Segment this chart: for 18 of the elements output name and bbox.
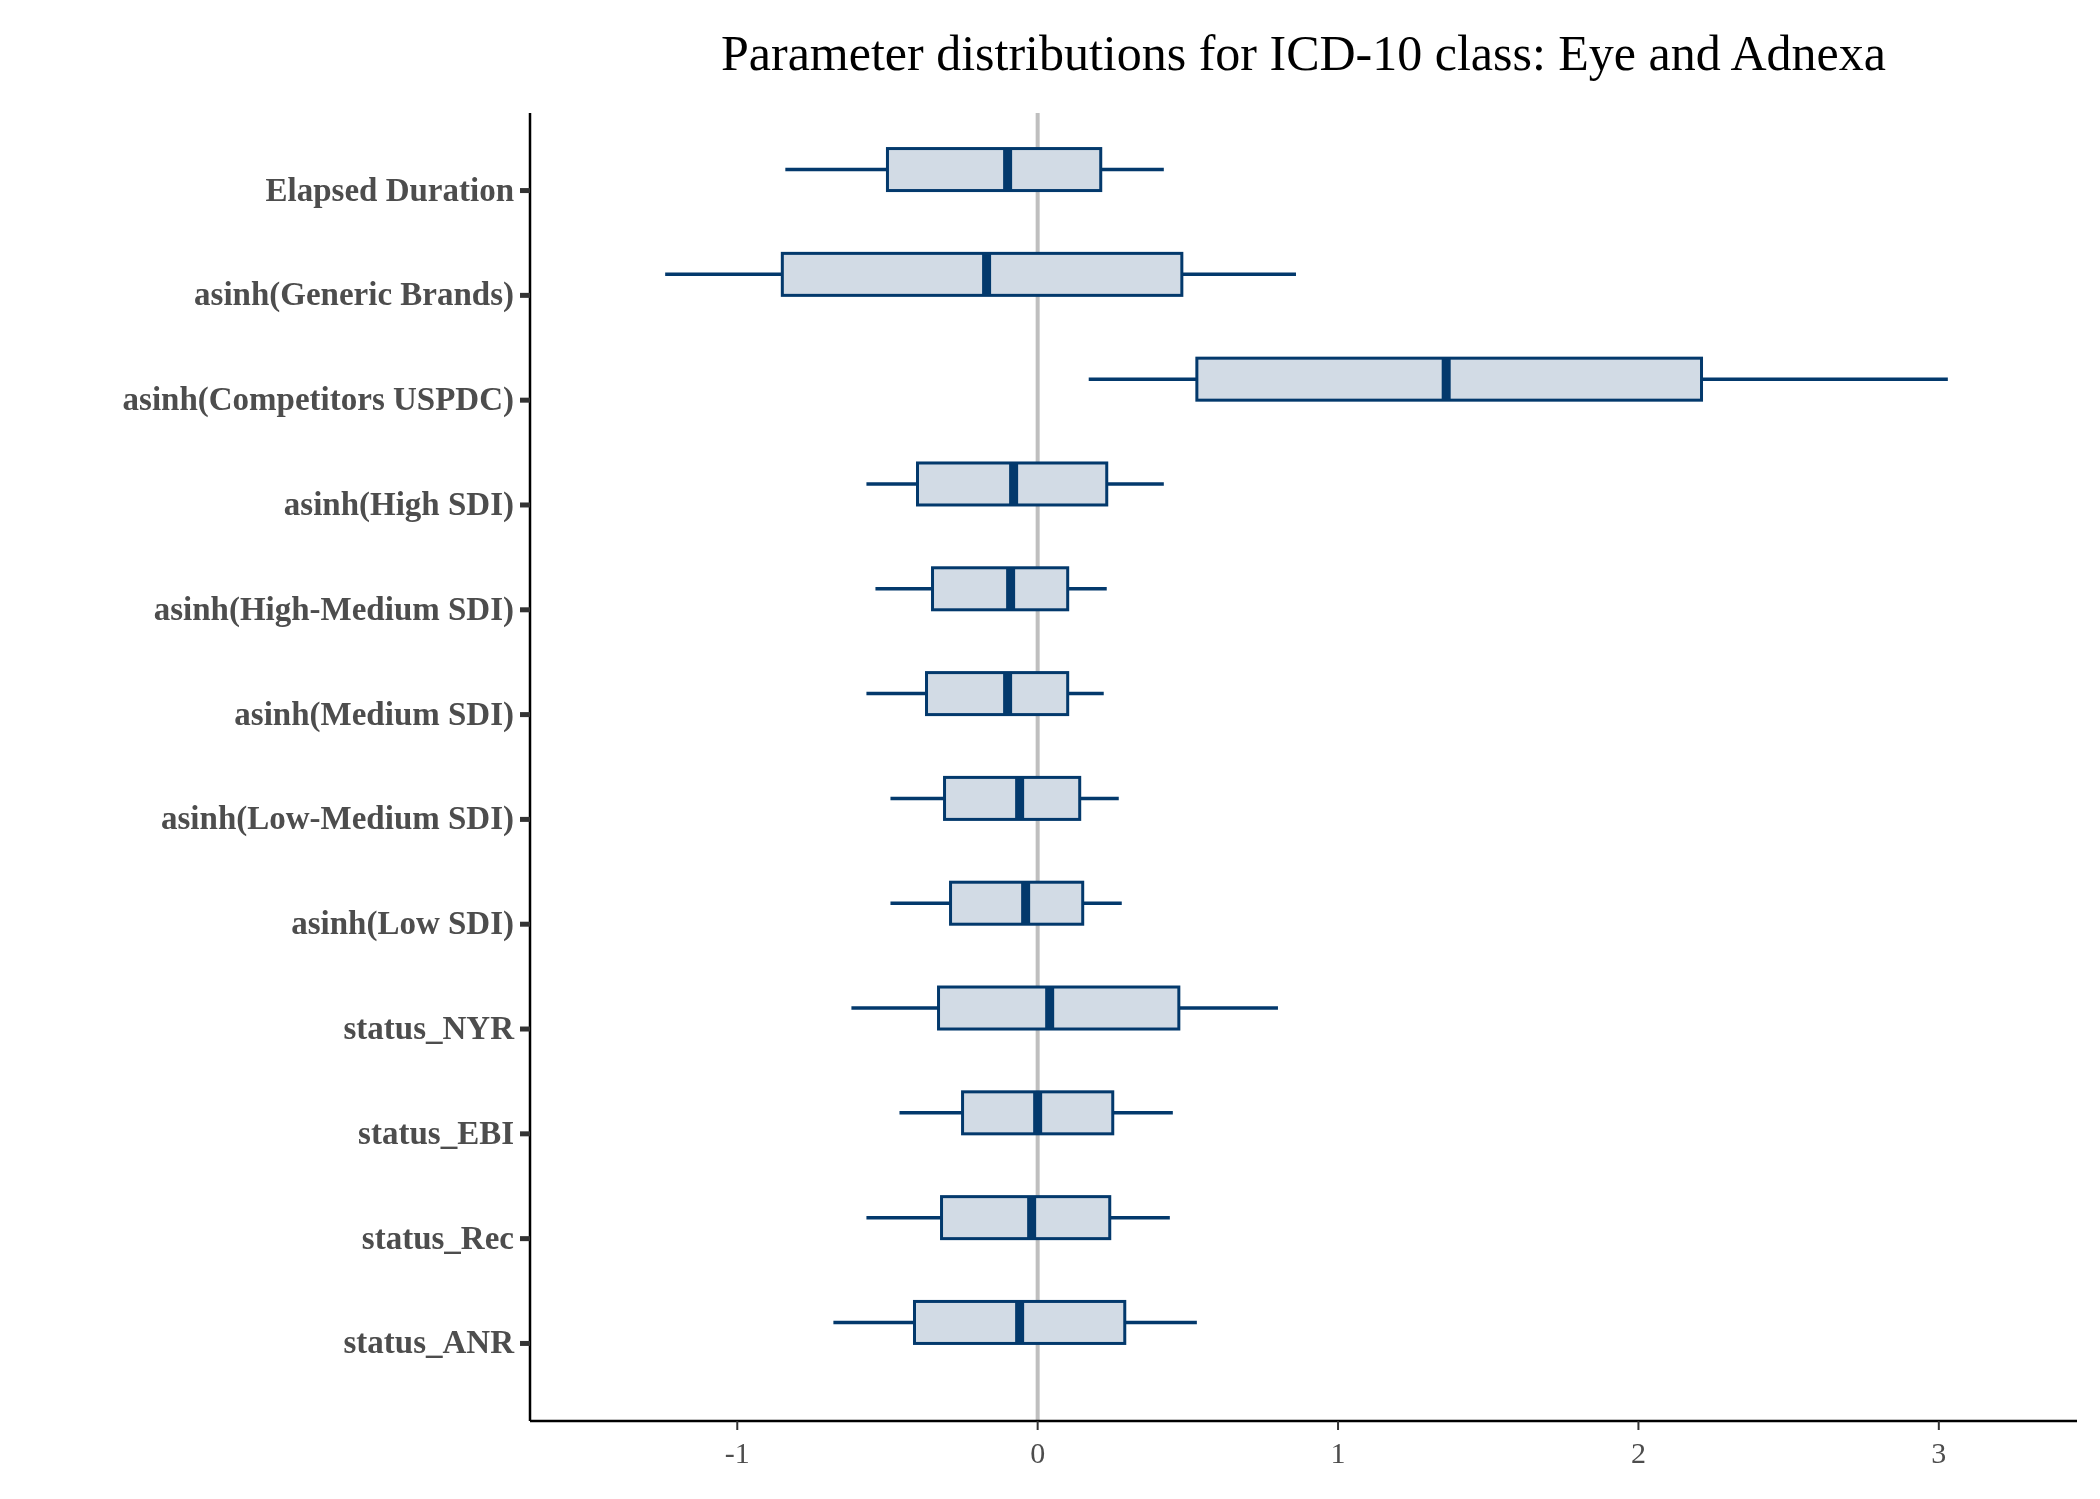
y-tick-label: status_Rec	[361, 1219, 514, 1256]
y-tick-label: status_ANR	[343, 1324, 516, 1361]
y-tick-label: status_EBI	[358, 1114, 514, 1151]
x-tick-label: 1	[1330, 1436, 1346, 1469]
y-tick-label: status_NYR	[343, 1010, 516, 1047]
y-tick-label: Elapsed Duration	[265, 171, 514, 208]
x-tick-label: 2	[1630, 1436, 1646, 1469]
x-tick-label: 0	[1030, 1436, 1046, 1469]
y-tick-label: asinh(Generic Brands)	[194, 276, 514, 314]
y-tick-label: asinh(High-Medium SDI)	[153, 590, 514, 628]
x-tick-label: -1	[724, 1436, 750, 1469]
y-tick-label: asinh(Competitors USPDC)	[122, 381, 514, 419]
y-tick-label: asinh(Medium SDI)	[234, 695, 514, 733]
x-tick-label: 3	[1931, 1436, 1947, 1469]
chart-title: Parameter distributions for ICD-10 class: Eye and Adnexa	[721, 25, 1886, 81]
y-tick-label: asinh(Low SDI)	[291, 905, 514, 943]
y-tick-label: asinh(High SDI)	[283, 485, 514, 523]
y-tick-label: asinh(Low-Medium SDI)	[161, 800, 514, 838]
